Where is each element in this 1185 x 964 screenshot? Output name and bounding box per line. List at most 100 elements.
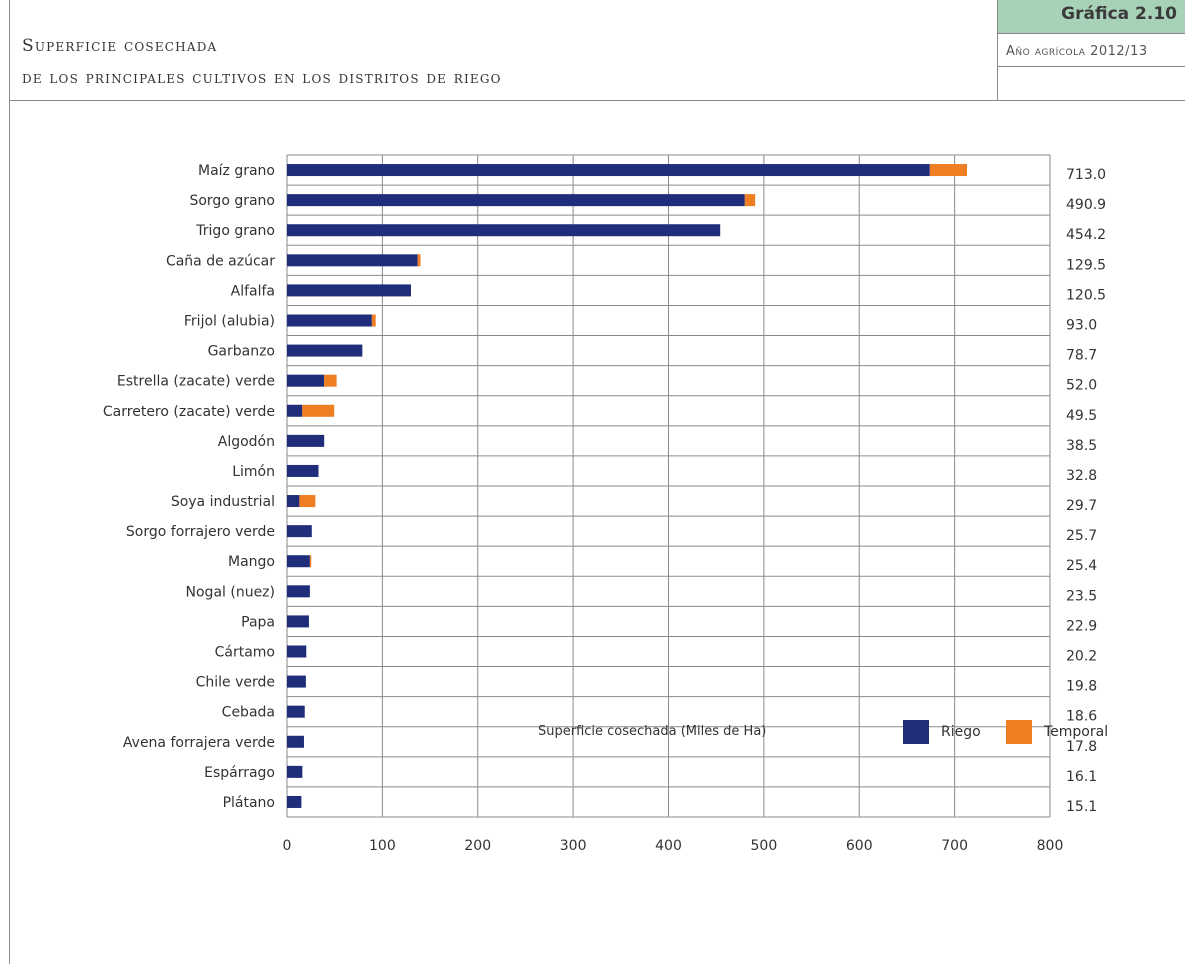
x-tick-label: 0 bbox=[283, 838, 292, 854]
x-tick-label: 300 bbox=[560, 838, 587, 854]
category-label: Avena forrajera verde bbox=[123, 735, 275, 751]
total-value-label: 78.7 bbox=[1066, 348, 1097, 364]
total-value-label: 16.1 bbox=[1066, 769, 1097, 785]
bar-riego bbox=[287, 284, 411, 297]
header-vertical-divider bbox=[997, 0, 998, 100]
total-value-label: 23.5 bbox=[1066, 588, 1097, 604]
total-value-label: 25.7 bbox=[1066, 528, 1097, 544]
total-value-label: 120.5 bbox=[1066, 287, 1106, 303]
title-line-1: Superficie cosechada bbox=[22, 36, 218, 56]
category-label: Alfalfa bbox=[231, 283, 275, 299]
category-label: Nogal (nuez) bbox=[186, 584, 275, 600]
bar-riego bbox=[287, 164, 930, 177]
bar-riego bbox=[287, 224, 721, 237]
total-value-label: 52.0 bbox=[1066, 378, 1097, 394]
x-tick-label: 200 bbox=[464, 838, 491, 854]
legend-label-riego: Riego bbox=[941, 724, 981, 740]
total-value-label: 19.8 bbox=[1066, 679, 1097, 695]
legend-item-riego: Riego bbox=[903, 720, 981, 744]
total-value-label: 93.0 bbox=[1066, 318, 1097, 334]
category-label: Soya industrial bbox=[171, 494, 275, 510]
bar-riego bbox=[287, 615, 309, 628]
total-value-label: 15.1 bbox=[1066, 799, 1097, 815]
bar-riego bbox=[287, 495, 300, 508]
bar-riego bbox=[287, 735, 304, 748]
chart-subtitle: Año agrícola 2012/13 bbox=[1006, 44, 1148, 59]
bar-riego bbox=[287, 585, 310, 598]
bar-riego bbox=[287, 555, 310, 568]
category-label: Cebada bbox=[222, 705, 275, 721]
bar-temporal bbox=[929, 164, 968, 177]
bar-temporal bbox=[309, 555, 312, 568]
bar-riego bbox=[287, 314, 372, 327]
category-label: Maíz grano bbox=[198, 163, 275, 179]
category-label: Sorgo forrajero verde bbox=[126, 524, 275, 540]
bar-temporal bbox=[299, 495, 316, 508]
total-value-label: 20.2 bbox=[1066, 649, 1097, 665]
bar-riego bbox=[287, 464, 319, 477]
bar-temporal bbox=[371, 314, 376, 327]
frame-left-border bbox=[9, 0, 10, 964]
total-value-label: 29.7 bbox=[1066, 498, 1097, 514]
total-value-label: 49.5 bbox=[1066, 408, 1097, 424]
x-tick-label: 700 bbox=[941, 838, 968, 854]
category-label: Algodón bbox=[218, 434, 275, 450]
legend-label-temporal: Temporal bbox=[1044, 724, 1109, 740]
total-value-label: 38.5 bbox=[1066, 438, 1097, 454]
total-value-label: 490.9 bbox=[1066, 197, 1106, 213]
total-value-label: 18.6 bbox=[1066, 709, 1097, 725]
x-axis-title: Superficie cosechada (Miles de Ha) bbox=[538, 724, 767, 739]
bar-riego bbox=[287, 765, 303, 778]
bar-riego bbox=[287, 344, 363, 357]
category-label: Papa bbox=[241, 614, 275, 630]
bar-riego bbox=[287, 434, 325, 447]
bar-riego bbox=[287, 675, 306, 688]
bar-temporal bbox=[744, 194, 756, 207]
total-value-label: 17.8 bbox=[1066, 739, 1097, 755]
total-value-label: 454.2 bbox=[1066, 227, 1106, 243]
category-label: Frijol (alubia) bbox=[184, 314, 275, 330]
category-label: Caña de azúcar bbox=[166, 253, 275, 269]
category-label: Trigo grano bbox=[195, 223, 275, 239]
category-label: Estrella (zacate) verde bbox=[117, 374, 275, 390]
bar-temporal bbox=[324, 374, 337, 387]
category-label: Plátano bbox=[223, 795, 275, 811]
category-label: Mango bbox=[228, 554, 275, 570]
chart-number-label: Gráfica 2.10 bbox=[1061, 4, 1177, 24]
category-label: Carretero (zacate) verde bbox=[103, 404, 275, 420]
title-line-2: de los principales cultivos en los distr… bbox=[22, 68, 502, 88]
total-value-label: 32.8 bbox=[1066, 468, 1097, 484]
legend-swatch-riego bbox=[903, 720, 929, 744]
bar-riego bbox=[287, 645, 307, 658]
total-value-label: 713.0 bbox=[1066, 167, 1106, 183]
x-tick-label: 100 bbox=[369, 838, 396, 854]
chart-number-badge: Gráfica 2.10 bbox=[998, 0, 1185, 33]
bar-temporal bbox=[302, 404, 335, 417]
bar-riego bbox=[287, 705, 305, 718]
legend-item-temporal: Temporal bbox=[1006, 720, 1108, 744]
total-value-label: 25.4 bbox=[1066, 558, 1097, 574]
bar-riego bbox=[287, 374, 325, 387]
category-label: Sorgo grano bbox=[189, 193, 275, 209]
category-label: Chile verde bbox=[196, 675, 275, 691]
total-value-label: 22.9 bbox=[1066, 618, 1097, 634]
category-label: Cártamo bbox=[215, 645, 275, 661]
category-label: Espárrago bbox=[204, 765, 275, 781]
badge-divider bbox=[998, 33, 1185, 34]
total-value-label: 129.5 bbox=[1066, 257, 1106, 273]
bar-riego bbox=[287, 254, 418, 267]
x-tick-label: 800 bbox=[1037, 838, 1064, 854]
header-divider bbox=[9, 100, 1185, 101]
x-tick-label: 600 bbox=[846, 838, 873, 854]
category-label: Limón bbox=[232, 464, 275, 480]
bar-riego bbox=[287, 404, 303, 417]
x-tick-label: 400 bbox=[655, 838, 682, 854]
subtitle-divider bbox=[998, 66, 1185, 67]
legend-swatch-temporal bbox=[1006, 720, 1032, 744]
bar-riego bbox=[287, 795, 302, 808]
page-title: Superficie cosechada de los principales … bbox=[22, 30, 502, 94]
bar-riego bbox=[287, 194, 745, 207]
x-tick-label: 500 bbox=[751, 838, 778, 854]
bar-riego bbox=[287, 525, 312, 538]
